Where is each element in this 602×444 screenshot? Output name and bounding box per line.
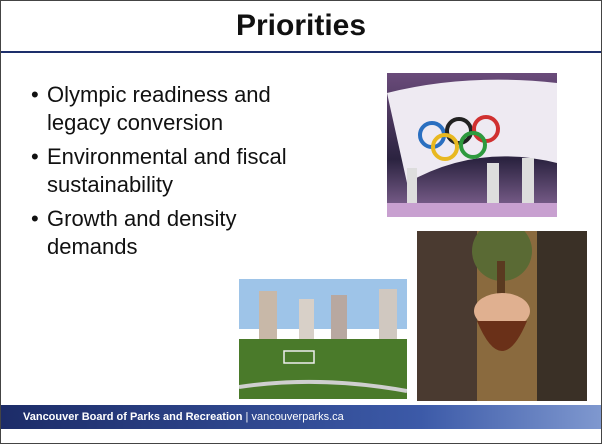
footer-separator: |	[245, 411, 249, 423]
tree-roots-photo	[417, 231, 587, 401]
park-field-photo	[239, 279, 407, 399]
olympic-flag-photo	[387, 73, 557, 217]
slide-title: Priorities	[235, 9, 367, 42]
bullet: Growth and density demands	[31, 205, 321, 261]
bullet: Olympic readiness and legacy conversion	[31, 81, 321, 137]
footer-website: vancouverparks.ca	[251, 411, 344, 423]
footer-organization: Vancouver Board of Parks and Recreation	[23, 411, 243, 423]
bullet-list: Olympic readiness and legacy conversion …	[31, 81, 321, 267]
bullet: Environmental and fiscal sustainability	[31, 143, 321, 199]
footer-bar: Vancouver Board of Parks and Recreation …	[1, 405, 601, 429]
title-rule	[1, 51, 601, 53]
